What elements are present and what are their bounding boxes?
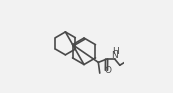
Text: O: O bbox=[105, 66, 112, 75]
Text: H: H bbox=[112, 48, 119, 56]
Text: N: N bbox=[111, 51, 118, 60]
